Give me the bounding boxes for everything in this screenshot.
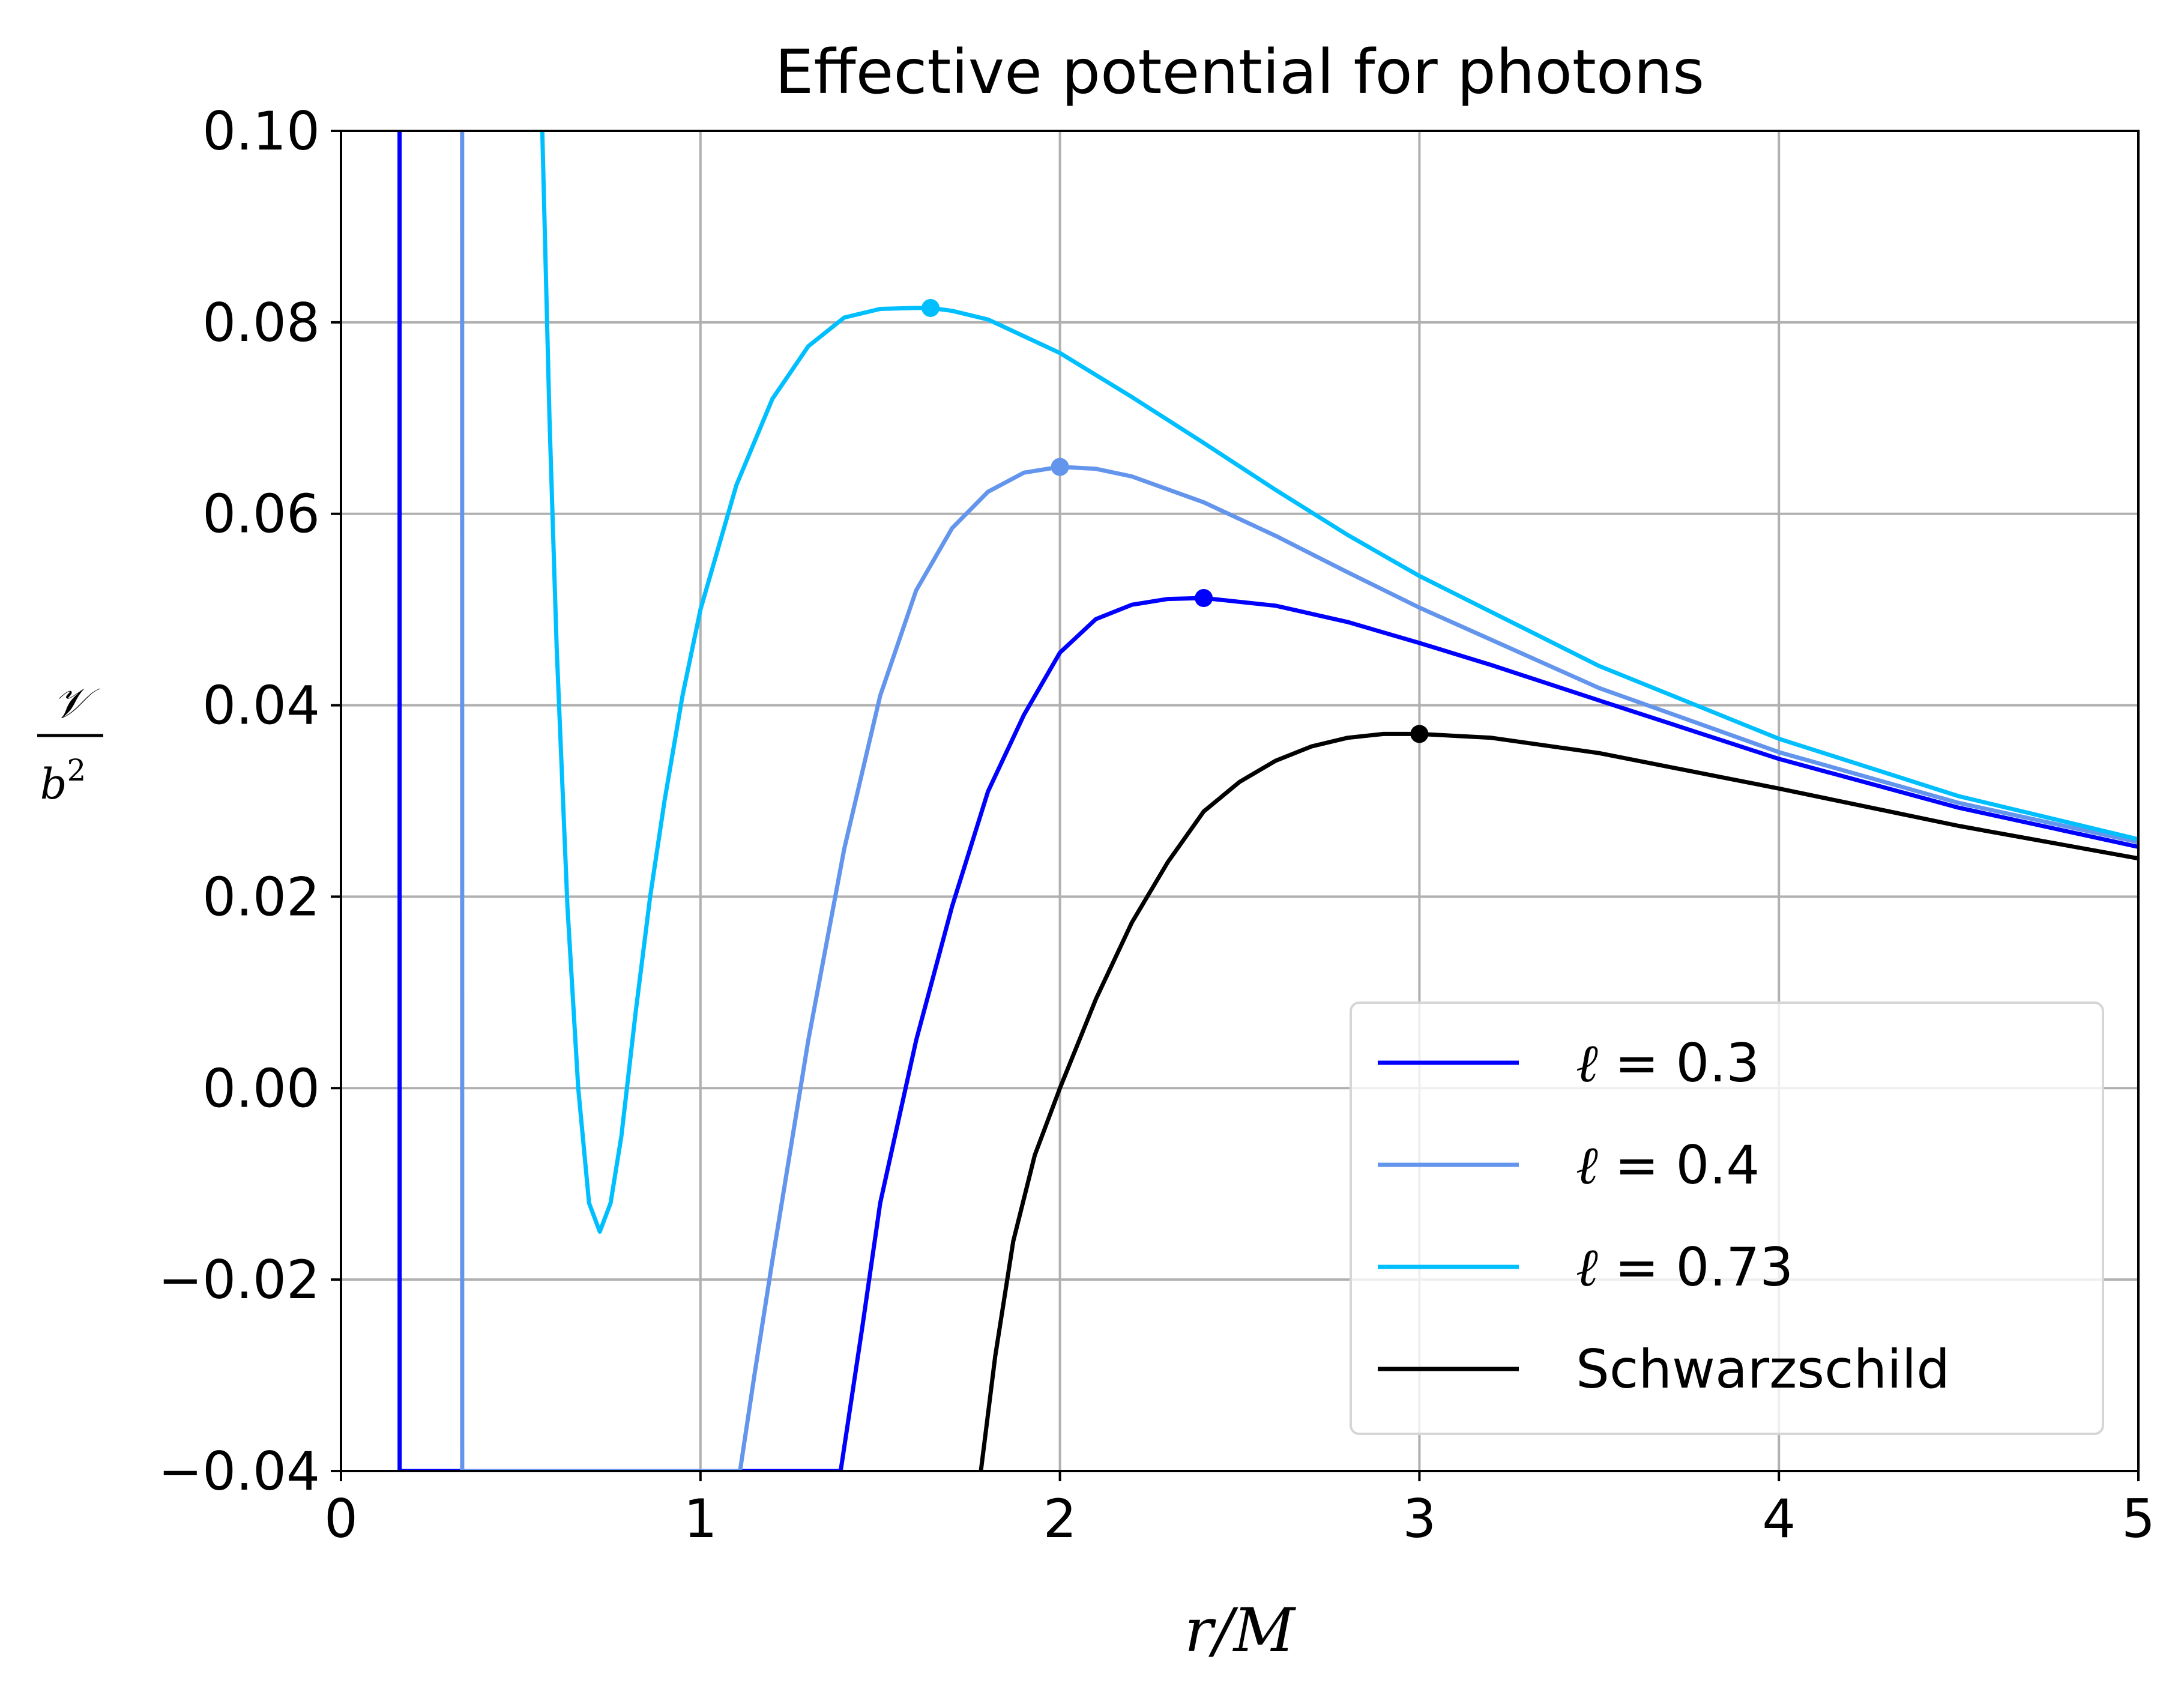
- y-tick-label-0: −0.04: [158, 1440, 320, 1502]
- series-line-3: [979, 731, 2138, 1471]
- legend-ell-value-2: = 0.73: [1598, 1236, 1794, 1298]
- y-tick-label-5: 0.06: [202, 483, 320, 545]
- chart-title: Effective potential for photons: [775, 37, 1704, 108]
- legend-ell-value-1: = 0.4: [1598, 1134, 1760, 1196]
- x-tick-label-0: 0: [324, 1488, 358, 1550]
- peak-markers: [922, 298, 1429, 743]
- x-tick-label-1: 1: [684, 1488, 717, 1550]
- legend-label-3: Schwarzschild: [1576, 1338, 1950, 1400]
- y-tick-label-3: 0.02: [202, 866, 320, 928]
- y-axis-label-denominator: b2: [40, 753, 86, 809]
- series-group: [397, 131, 2138, 1471]
- y-tick-label-6: 0.08: [202, 292, 320, 354]
- legend-label-2: ℓ = 0.73: [1576, 1236, 1793, 1298]
- plot-frame: [340, 130, 2140, 1472]
- legend-ell-2: ℓ: [1576, 1236, 1598, 1298]
- y-tick-label-7: 0.10: [202, 100, 320, 162]
- y-tick-label-4: 0.04: [202, 675, 320, 737]
- y-axis-label-b: b: [40, 760, 67, 809]
- legend-ell-value-0: = 0.3: [1598, 1032, 1760, 1094]
- series-line-2: [540, 131, 2138, 1234]
- y-tick-label-1: −0.02: [158, 1249, 320, 1311]
- series-peak-marker-3: [1410, 725, 1429, 743]
- y-axis-label-exponent: 2: [67, 753, 86, 788]
- x-tick-label-2: 2: [1043, 1488, 1077, 1550]
- series-peak-marker-1: [1051, 458, 1069, 476]
- x-axis-ticks: 0 1 2 3 4 5: [324, 1471, 2155, 1550]
- legend-ell-0: ℓ: [1576, 1032, 1598, 1094]
- series-line-1: [460, 131, 2138, 1471]
- series-peak-marker-0: [1195, 589, 1213, 608]
- x-axis-label: r/M: [1184, 1595, 1296, 1666]
- x-tick-label-4: 4: [1762, 1488, 1796, 1550]
- legend-label-0: ℓ = 0.3: [1576, 1032, 1760, 1094]
- legend-box: [1350, 1002, 2104, 1435]
- x-tick-label-3: 3: [1402, 1488, 1436, 1550]
- series-peak-marker-2: [922, 298, 940, 317]
- series-line-0: [397, 131, 2138, 1471]
- y-axis-ticks: −0.04 −0.02 0.00 0.02 0.04 0.06 0.08 0.10: [158, 100, 341, 1502]
- legend-ell-1: ℓ: [1576, 1134, 1598, 1196]
- x-tick-label-5: 5: [2122, 1488, 2155, 1550]
- y-tick-label-2: 0.00: [202, 1057, 320, 1119]
- legend-label-1: ℓ = 0.4: [1576, 1134, 1760, 1196]
